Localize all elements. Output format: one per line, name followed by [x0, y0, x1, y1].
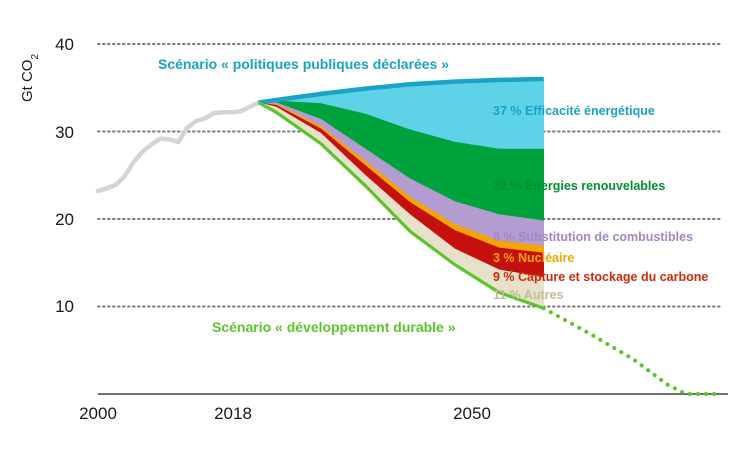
wedge-label-autres: 11 % Autres	[493, 288, 563, 302]
sustainable-development-projection	[541, 306, 724, 396]
x-axis: 2000 2018 2050	[79, 404, 491, 423]
sustainable-development-line	[257, 101, 545, 310]
y-axis-label: Gt CO2	[19, 54, 41, 103]
annotations: Scénario « politiques publiques déclarée…	[158, 56, 708, 335]
wedge-label-substitution: 8 % Substitution de combustibles	[493, 230, 693, 244]
sustainable-development-label: Scénario « développement durable »	[212, 319, 456, 335]
stated-policies-label: Scénario « politiques publiques déclarée…	[158, 56, 449, 72]
y-tick-label: 10	[55, 297, 74, 316]
abatement-wedges	[258, 78, 544, 309]
y-axis: Gt CO2 10 20 30 40	[19, 35, 74, 316]
x-tick-label: 2000	[79, 404, 117, 423]
historical-emissions-line	[95, 100, 261, 194]
wedge-label-ccs: 9 % Capture et stockage du carbone	[493, 270, 708, 284]
stated-policies-line	[258, 76, 544, 105]
scenario-lines	[95, 76, 724, 396]
x-tick-label: 2018	[214, 404, 252, 423]
x-tick-label: 2050	[453, 404, 491, 423]
y-tick-label: 40	[55, 35, 74, 54]
wedge-label-renouvelables: 32 % Énergies renouvelables	[493, 178, 665, 193]
y-tick-label: 30	[55, 123, 74, 142]
wedge-label-efficacite: 37 % Efficacité énergétique	[493, 104, 655, 118]
y-tick-label: 20	[55, 210, 74, 229]
wedge-label-nucleaire: 3 % Nucléaire	[493, 251, 574, 265]
y-axis-label-subscript: 2	[30, 54, 41, 60]
